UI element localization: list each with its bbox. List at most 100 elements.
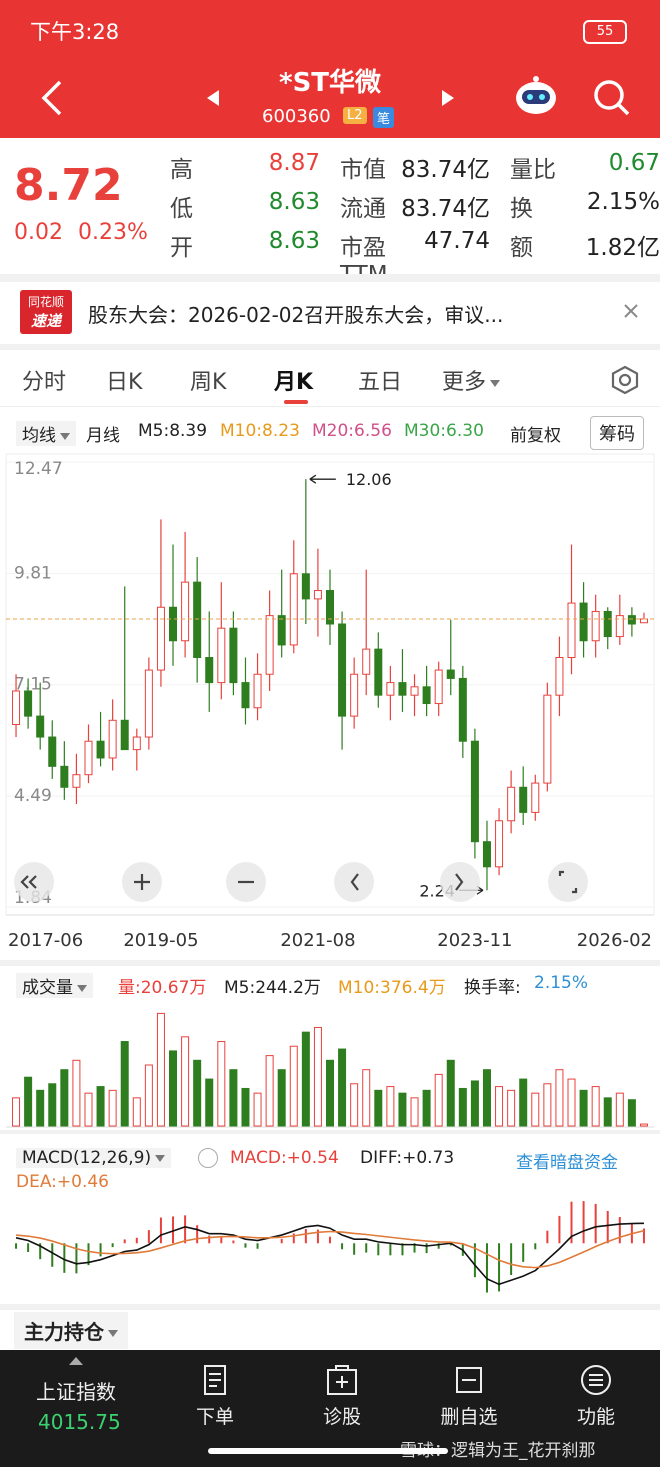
settings-button[interactable] xyxy=(610,365,640,395)
news-text[interactable]: 股东大会：2026-02-02召开股东大会，审议... xyxy=(88,303,504,327)
nav-icon xyxy=(327,1365,357,1395)
candle-body xyxy=(422,686,431,705)
period-tab[interactable]: 月K xyxy=(274,370,314,395)
legend-item[interactable]: MACD(12,26,9) xyxy=(16,1148,172,1168)
battery: 55 xyxy=(583,20,627,44)
period-tab[interactable]: 周K xyxy=(190,370,227,395)
candle-body xyxy=(132,736,141,751)
macd-line xyxy=(15,1229,645,1269)
nav-item[interactable]: 诊股 xyxy=(322,1406,361,1428)
candle-body xyxy=(144,669,153,738)
volume-bar xyxy=(362,1069,371,1127)
volume-bar xyxy=(48,1083,57,1127)
back-button[interactable] xyxy=(38,78,68,118)
control-icon xyxy=(350,873,359,891)
legend-item[interactable]: 均线 xyxy=(16,421,76,446)
macd-chart xyxy=(15,1201,645,1293)
candle-body xyxy=(591,610,600,642)
chart-control[interactable] xyxy=(226,862,266,902)
volume-bar xyxy=(205,1078,214,1127)
prev-stock[interactable] xyxy=(205,88,221,108)
chart-control[interactable] xyxy=(334,862,374,902)
x-tick-label: 2021-08 xyxy=(280,930,355,951)
legend-item: DEA:+0.46 xyxy=(16,1172,109,1192)
volume-bar xyxy=(120,1041,129,1127)
legend-item: M5:8.39 xyxy=(138,421,208,441)
news-close[interactable] xyxy=(623,303,639,319)
legend-item[interactable]: 查看暗盘资金 xyxy=(516,1153,618,1173)
chart-control[interactable] xyxy=(14,862,54,902)
max-arrow xyxy=(309,474,336,484)
candle-body xyxy=(555,656,564,696)
nav-icon-shape xyxy=(581,1365,611,1395)
candle-body xyxy=(482,841,491,868)
chart-control[interactable] xyxy=(440,862,480,902)
nav-item[interactable]: 下单 xyxy=(195,1406,234,1428)
control-icon xyxy=(558,870,578,894)
help-icon[interactable] xyxy=(198,1148,218,1168)
search-button[interactable] xyxy=(592,78,632,118)
volume-bar xyxy=(144,1064,153,1127)
volume-bar xyxy=(350,1083,359,1127)
period-tab[interactable]: 更多 xyxy=(442,364,501,396)
nav-icon-shape xyxy=(456,1367,482,1393)
candle-body xyxy=(217,627,226,684)
quote-label: 额 xyxy=(510,235,533,261)
separator xyxy=(0,274,660,282)
candle-body xyxy=(193,581,202,658)
next-stock[interactable] xyxy=(440,88,456,108)
legend-item[interactable]: 筹码 xyxy=(590,416,644,450)
nav-item[interactable]: 删自选 xyxy=(440,1406,498,1428)
index-value: 4015.75 xyxy=(38,1410,121,1434)
holdings-tab[interactable]: 主力持仓 xyxy=(14,1312,128,1349)
volume-bar xyxy=(265,1055,274,1127)
separator xyxy=(0,1130,660,1134)
chart-control[interactable] xyxy=(548,862,588,902)
quote-label: 开 xyxy=(170,235,193,261)
last-price: 8.72 xyxy=(14,160,123,211)
expand-arrow[interactable] xyxy=(68,1356,84,1366)
control-icon xyxy=(455,873,464,891)
volume-bar xyxy=(313,1026,322,1127)
candle-body xyxy=(277,615,286,646)
legend-item: M10:8.23 xyxy=(220,421,300,441)
nav-icon-shape xyxy=(204,1365,226,1395)
dropdown-caret xyxy=(490,379,501,387)
y-tick-label: 12.47 xyxy=(14,459,63,479)
stock-name: *ST华微 xyxy=(278,68,382,98)
nav-item[interactable]: 功能 xyxy=(576,1406,615,1428)
index-name[interactable]: 上证指数 xyxy=(36,1380,116,1404)
period-tab[interactable]: 日K xyxy=(106,370,143,395)
quote-value: 83.74亿 xyxy=(401,157,490,183)
volume-bar xyxy=(627,1099,636,1127)
kline-chart: 12.479.817.154.491.8412.062.242017-06201… xyxy=(5,453,655,951)
nav-icon xyxy=(204,1365,226,1395)
volume-bar xyxy=(507,1089,516,1127)
control-icon xyxy=(20,875,37,889)
candle-body xyxy=(446,669,455,679)
legend-item[interactable]: 成交量 xyxy=(16,973,93,998)
volume-bar xyxy=(567,1078,576,1127)
status-bar: 下午3:28 55 xyxy=(0,0,660,56)
candle-body xyxy=(241,682,250,709)
pen-badge: 笔 xyxy=(373,107,395,128)
candle-body xyxy=(434,669,443,705)
period-tab[interactable]: 分时 xyxy=(22,370,67,395)
chart-control[interactable] xyxy=(122,862,162,902)
nav-icon xyxy=(581,1365,611,1395)
assistant-icon[interactable] xyxy=(512,74,560,118)
quote-value: 1.82亿 xyxy=(585,235,660,261)
volume-bar xyxy=(615,1092,624,1127)
candle-body xyxy=(470,740,479,843)
candle-body xyxy=(72,774,81,788)
legend-item: 2.15% xyxy=(534,973,589,993)
volume-bar xyxy=(12,1097,21,1127)
volume-bar xyxy=(434,1073,443,1127)
candle-body xyxy=(60,765,69,788)
period-tab[interactable]: 五日 xyxy=(358,370,403,395)
candle-body xyxy=(84,740,93,776)
legend-item[interactable]: 前复权 xyxy=(510,426,561,446)
volume-bar xyxy=(229,1069,238,1127)
news-logo-top: 同花顺 xyxy=(27,295,64,309)
